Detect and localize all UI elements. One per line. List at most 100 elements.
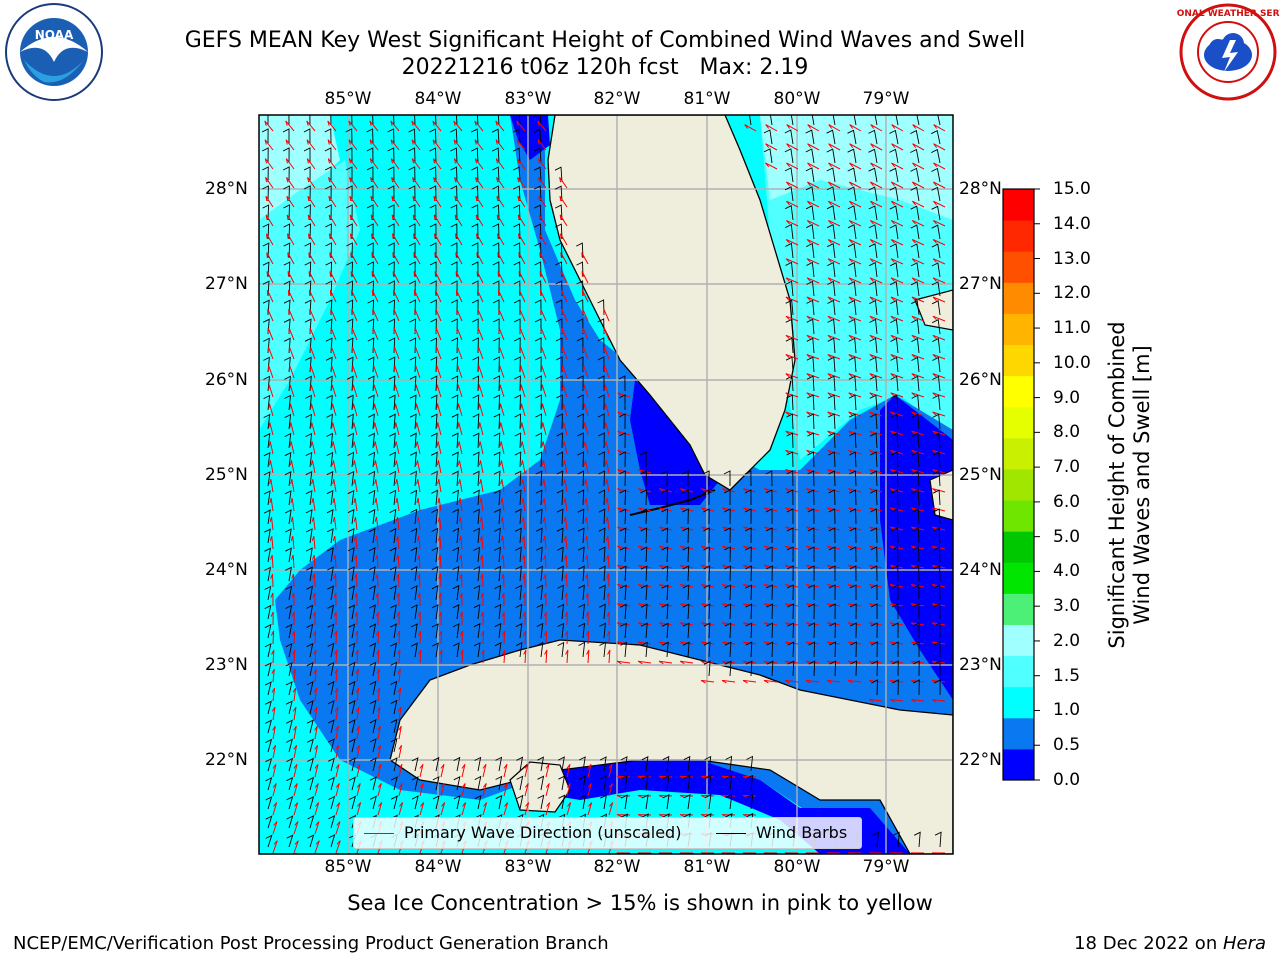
wind-barb	[474, 775, 482, 791]
wave-direction-arrow	[701, 488, 715, 493]
wave-direction-arrow	[911, 507, 925, 512]
wave-direction-arrow	[890, 354, 904, 360]
footer-date-text: 18 Dec 2022 on	[1074, 933, 1223, 954]
lat-label-left: 26°N	[205, 370, 248, 390]
wave-direction-arrow	[334, 668, 338, 683]
wind-barb	[912, 641, 920, 658]
wave-direction-arrow	[353, 497, 358, 512]
wave-direction-arrow	[520, 460, 526, 474]
wave-direction-arrow	[785, 239, 799, 246]
wave-direction-arrow	[870, 162, 883, 170]
colorbar-segment	[1003, 251, 1034, 283]
wind-barb	[827, 375, 836, 392]
wind-barb	[765, 470, 773, 487]
wind-barb	[554, 185, 563, 202]
wind-barb	[869, 337, 878, 354]
wave-direction-arrow	[310, 422, 316, 436]
wind-barb	[848, 280, 857, 297]
wave-direction-arrow	[328, 177, 337, 189]
wind-barb	[431, 546, 439, 563]
wave-direction-arrow	[522, 592, 526, 607]
wave-direction-arrow	[827, 219, 841, 227]
wave-direction-arrow	[848, 526, 862, 531]
wave-direction-arrow	[807, 162, 820, 170]
wave-direction-arrow	[847, 584, 862, 588]
wind-barb	[889, 224, 899, 240]
wave-direction-arrow	[562, 403, 568, 417]
wind-barb	[829, 622, 836, 639]
wave-direction-arrow	[480, 630, 485, 645]
wind-barb	[366, 128, 374, 145]
wave-direction-arrow	[313, 706, 318, 721]
wave-direction-arrow	[518, 289, 526, 303]
colorbar-tick-label: 7.0	[1053, 457, 1081, 478]
wave-direction-arrow	[637, 852, 652, 854]
wind-barb	[431, 470, 438, 487]
wave-direction-arrow	[498, 365, 505, 379]
wave-direction-arrow	[397, 706, 402, 721]
wave-direction-arrow	[288, 365, 295, 379]
wind-barb	[910, 224, 920, 240]
wave-direction-arrow	[476, 233, 484, 246]
wave-direction-arrow	[518, 271, 526, 284]
lon-label-top: 84°W	[414, 89, 462, 109]
wind-barb	[262, 166, 269, 183]
wind-barb	[408, 166, 416, 183]
wave-direction-arrow	[869, 430, 883, 436]
wave-direction-arrow	[348, 139, 358, 151]
wind-barb	[263, 452, 271, 468]
wind-barb	[849, 451, 857, 468]
wave-direction-arrow	[417, 611, 421, 626]
wave-direction-arrow	[314, 764, 319, 778]
wave-direction-arrow	[680, 488, 694, 493]
wave-direction-arrow	[377, 764, 382, 778]
wind-barb	[430, 394, 438, 411]
wave-direction-arrow	[460, 649, 464, 664]
wave-direction-arrow	[416, 516, 421, 531]
wave-direction-arrow	[890, 545, 904, 550]
wind-barb	[661, 565, 669, 582]
wave-direction-arrow	[847, 679, 862, 684]
wave-direction-arrow	[312, 573, 316, 588]
lat-label-right: 24°N	[959, 560, 1002, 580]
wave-direction-arrow	[912, 200, 925, 208]
wave-direction-arrow	[933, 162, 946, 170]
wind-barb	[619, 470, 626, 487]
wave-direction-arrow	[539, 252, 547, 265]
wind-barb	[576, 242, 584, 259]
wave-direction-arrow	[398, 725, 402, 740]
wind-barb	[535, 470, 543, 487]
wave-direction-arrow	[848, 219, 862, 227]
wind-barb	[682, 508, 689, 525]
wave-direction-arrow	[890, 373, 904, 379]
wind-barb	[264, 662, 272, 677]
wind-barb	[387, 147, 395, 164]
wind-barb	[808, 622, 815, 639]
wave-direction-arrow	[433, 214, 442, 227]
wave-direction-arrow	[848, 411, 862, 417]
wind-barb	[429, 223, 437, 240]
wave-direction-arrow	[377, 783, 382, 797]
wave-direction-arrow	[497, 252, 505, 265]
wind-barb	[766, 584, 773, 601]
wind-barb	[369, 757, 377, 772]
wave-direction-arrow	[582, 365, 589, 379]
wave-direction-arrow	[354, 611, 358, 626]
lon-label-top: 81°W	[683, 89, 731, 109]
wind-barb	[890, 299, 899, 316]
wave-direction-arrow	[372, 327, 379, 341]
wind-barb	[285, 547, 292, 563]
wind-barb	[703, 660, 711, 677]
wave-direction-arrow	[931, 622, 946, 626]
wind-barb	[429, 147, 437, 164]
wind-barb	[870, 603, 878, 620]
wind-barb	[579, 794, 586, 810]
wave-direction-arrow	[560, 252, 568, 265]
wind-barb	[516, 794, 524, 810]
wind-barb	[264, 604, 272, 620]
wind-barb	[492, 242, 500, 259]
wave-direction-arrow	[415, 460, 421, 474]
wind-barb	[535, 527, 543, 544]
wave-direction-arrow	[307, 177, 316, 189]
wind-barb	[889, 281, 899, 297]
